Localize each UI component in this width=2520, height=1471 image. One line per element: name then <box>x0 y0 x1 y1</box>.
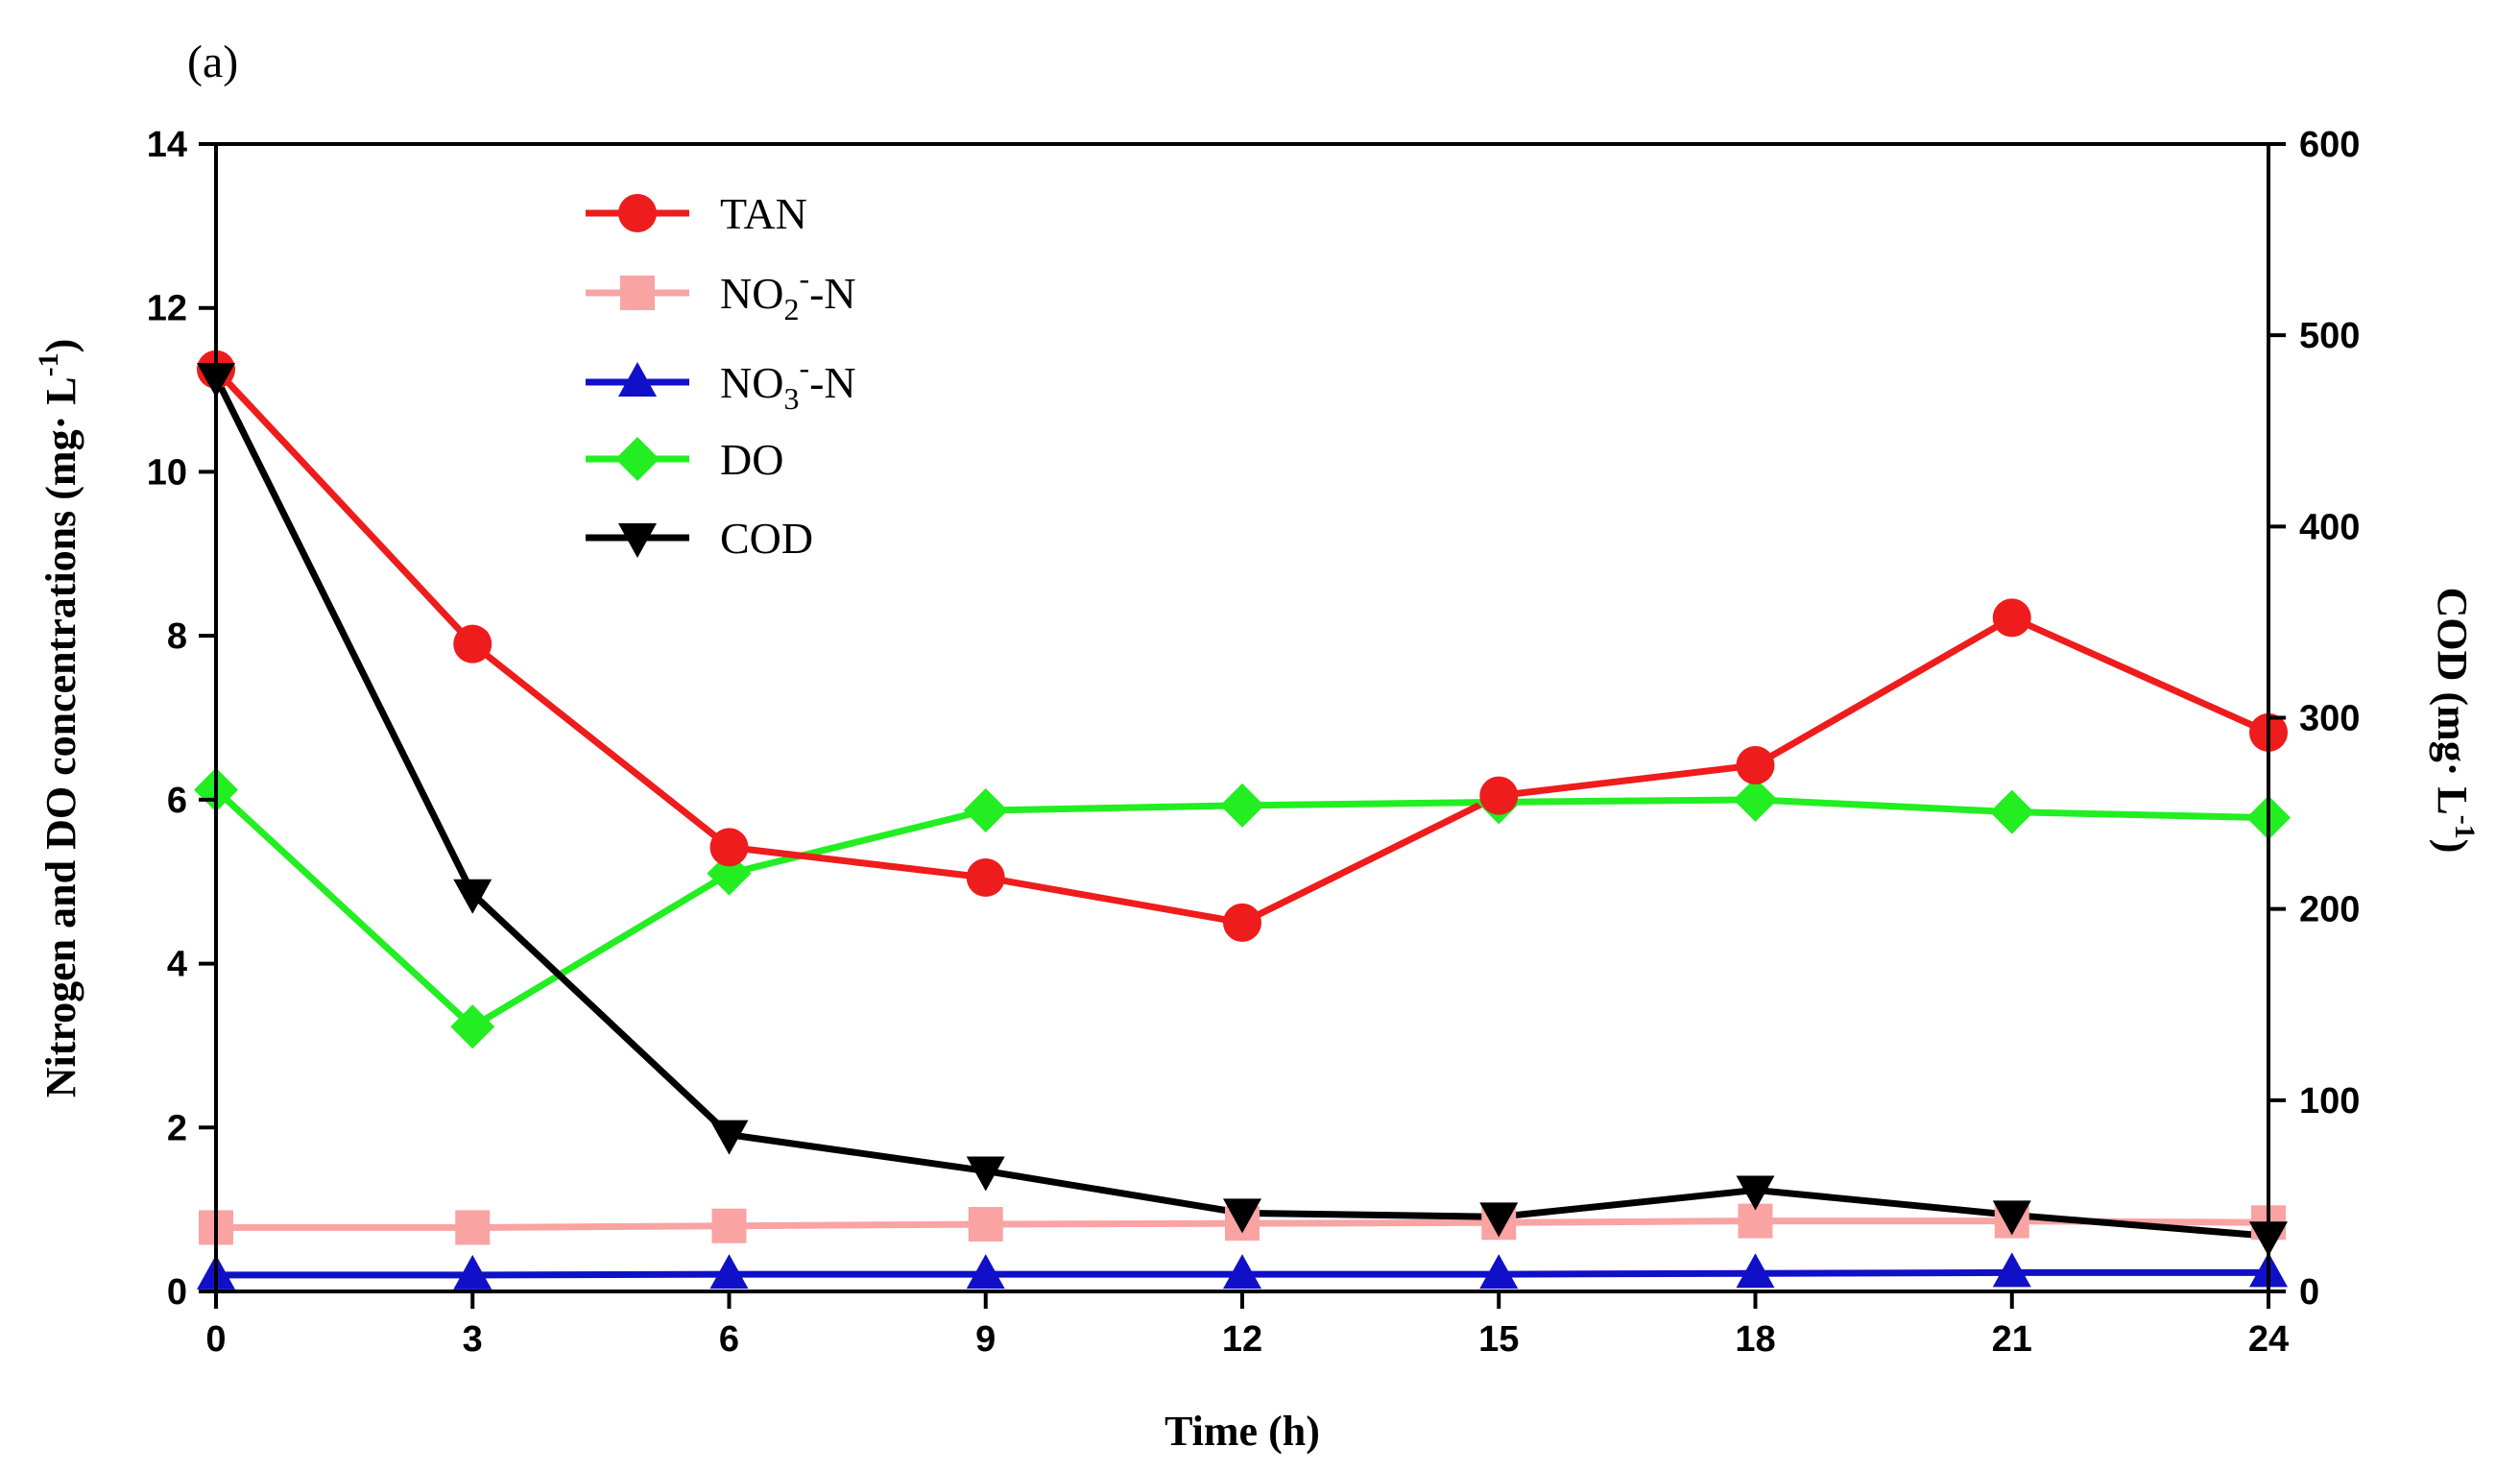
y-right-tick-label: 400 <box>2299 507 2360 547</box>
y-left-title-main: Nitrogen and DO concentrations (mg· L <box>37 376 84 1097</box>
plot-markers <box>194 350 2291 1290</box>
legend-marker-do <box>615 437 660 481</box>
x-tick-label: 21 <box>1992 1319 2032 1360</box>
data-point-no3-n <box>453 1254 492 1290</box>
data-point-do <box>963 787 1008 832</box>
y-right-title-close: ) <box>2429 839 2476 854</box>
y-left-tick-label: 4 <box>167 945 187 985</box>
legend-label-no2-n: NO2--N <box>720 261 856 326</box>
data-point-no2-n <box>968 1207 1003 1242</box>
data-point-cod <box>1736 1175 1775 1211</box>
data-point-cod <box>1992 1200 2031 1236</box>
data-point-no3-n <box>1992 1252 2031 1288</box>
data-point-no3-n <box>1223 1254 1261 1290</box>
data-point-cod <box>709 1120 749 1155</box>
y-left-tick-label: 14 <box>147 125 187 165</box>
y-left-tick-label: 8 <box>167 616 187 657</box>
data-point-cod <box>1479 1202 1519 1238</box>
legend-marker-cod <box>618 523 657 558</box>
data-point-no2-n <box>711 1208 747 1243</box>
data-point-cod <box>453 879 492 914</box>
y-left-tick-label: 6 <box>167 781 187 821</box>
y-right-ticks: 0 100 200 300 400 500 600 <box>2268 125 2360 1313</box>
legend-marker-tan <box>618 194 657 232</box>
x-tick-label: 24 <box>2248 1319 2289 1360</box>
data-point-no3-n <box>1479 1254 1519 1290</box>
y-left-ticks: 0 2 4 6 8 10 12 14 <box>147 125 216 1313</box>
data-point-tan <box>966 857 1005 897</box>
data-point-tan <box>1479 776 1519 815</box>
legend-marker-no3-n <box>618 362 657 397</box>
y-right-tick-label: 200 <box>2299 890 2360 930</box>
legend-label-cod: COD <box>720 514 813 563</box>
data-point-tan <box>1223 903 1261 942</box>
x-tick-label: 3 <box>463 1319 483 1360</box>
x-tick-label: 15 <box>1478 1319 1519 1360</box>
x-tick-label: 18 <box>1735 1319 1775 1360</box>
y-right-tick-label: 100 <box>2299 1081 2360 1121</box>
series-line-tan <box>213 367 2270 927</box>
x-tick-label: 9 <box>975 1319 996 1360</box>
data-point-do <box>450 1004 495 1049</box>
x-axis-title: Time (h) <box>1164 1408 1320 1455</box>
data-point-do <box>1220 783 1264 828</box>
data-point-no2-n <box>455 1210 491 1245</box>
data-point-do <box>1733 777 1778 822</box>
y-right-axis-title: COD (mg· L-1) <box>2429 588 2481 854</box>
y-right-title-main: COD (mg· L <box>2429 588 2476 815</box>
legend-marker-no2-n <box>620 276 655 310</box>
y-left-tick-label: 10 <box>147 452 187 493</box>
x-tick-label: 6 <box>719 1319 739 1360</box>
data-point-cod <box>966 1156 1005 1192</box>
legend: TAN NO2--N NO3--N DO COD <box>586 189 856 563</box>
legend-label-no3-n: NO3--N <box>720 350 856 416</box>
y-left-tick-label: 0 <box>167 1272 187 1313</box>
y-left-tick-label: 12 <box>147 289 187 329</box>
x-tick-label: 0 <box>205 1319 226 1360</box>
y-right-tick-label: 0 <box>2299 1272 2319 1313</box>
data-point-no3-n <box>709 1254 749 1290</box>
legend-label-tan: TAN <box>720 189 807 238</box>
data-point-do <box>1989 789 2034 834</box>
data-point-tan <box>1736 746 1775 785</box>
y-right-tick-label: 600 <box>2299 125 2360 165</box>
y-right-title-sup: -1 <box>2449 815 2481 839</box>
y-left-tick-label: 2 <box>167 1108 187 1148</box>
y-left-title-close: ) <box>37 339 84 353</box>
y-left-title-sup: -1 <box>33 352 64 376</box>
data-point-tan <box>453 624 492 663</box>
y-left-axis-title: Nitrogen and DO concentrations (mg· L-1) <box>33 339 84 1098</box>
x-tick-label: 12 <box>1222 1319 1262 1360</box>
y-right-tick-label: 300 <box>2299 699 2360 739</box>
data-point-tan <box>1992 598 2031 638</box>
x-ticks: 0 3 6 9 12 15 18 21 24 <box>205 1291 2289 1360</box>
y-right-tick-label: 500 <box>2299 316 2360 356</box>
panel-label: (a) <box>187 36 238 87</box>
data-point-no3-n <box>966 1254 1005 1290</box>
data-point-tan <box>709 828 749 867</box>
data-point-no3-n <box>1736 1253 1775 1289</box>
legend-label-do: DO <box>720 435 783 484</box>
axes <box>214 142 2270 1293</box>
data-point-cod <box>1223 1198 1261 1234</box>
